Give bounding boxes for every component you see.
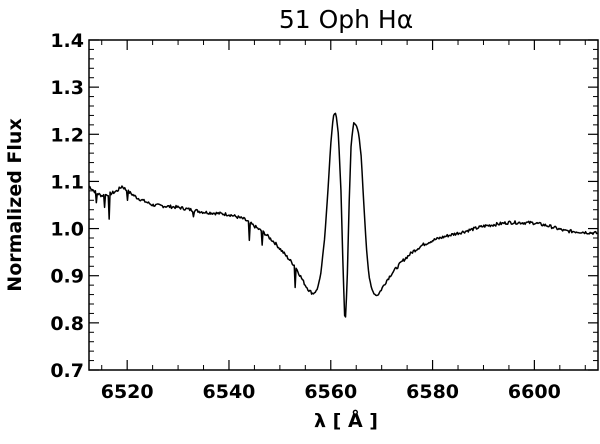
y-tick-label: 0.7: [50, 360, 84, 382]
y-tick-label: 0.9: [50, 266, 84, 288]
y-tick-label: 1.1: [50, 171, 84, 193]
y-axis: 0.7 0.8 0.9 1.0 1.1 1.2 1.3 1.4: [50, 30, 598, 382]
x-tick-label: 6540: [203, 381, 256, 403]
x-tick-label: 6560: [304, 381, 357, 403]
chart-title: 51 Oph Hα: [279, 5, 413, 34]
x-axis: 6520 6540 6560 6580 6600: [101, 40, 586, 403]
plot-frame: [88, 39, 599, 371]
y-tick-label: 1.4: [50, 30, 84, 52]
y-tick-label: 1.2: [50, 124, 84, 146]
x-tick-label: 6580: [406, 381, 459, 403]
spectrum-line: [88, 112, 598, 318]
y-axis-label: Normalized Flux: [4, 118, 26, 291]
y-tick-label: 0.8: [50, 313, 84, 335]
y-tick-label: 1.0: [50, 219, 84, 241]
x-tick-label: 6520: [101, 381, 154, 403]
plot-area: [88, 112, 598, 318]
x-tick-label: 6600: [508, 381, 561, 403]
x-axis-label: λ [ Å ]: [314, 408, 378, 432]
y-tick-label: 1.3: [50, 77, 84, 99]
